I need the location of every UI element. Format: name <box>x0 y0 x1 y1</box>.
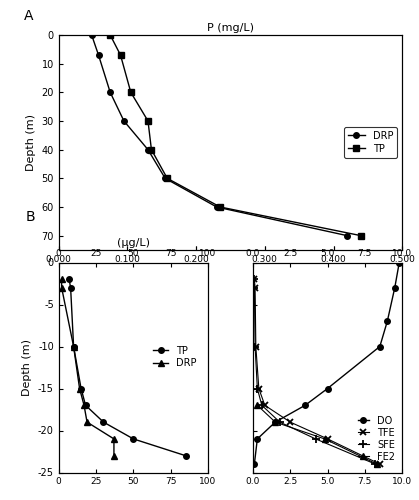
TFE <box>253 344 259 349</box>
TP <box>183 452 188 458</box>
TP <box>83 402 88 408</box>
Legend: TP, DRP: TP, DRP <box>150 342 200 372</box>
DRP <box>345 232 350 238</box>
TFE <box>253 284 258 290</box>
DO <box>252 461 257 467</box>
DRP <box>59 276 64 282</box>
DRP <box>163 176 168 182</box>
TP <box>128 90 133 96</box>
X-axis label: P (mg/L): P (mg/L) <box>207 23 254 33</box>
TFE <box>288 419 293 425</box>
Text: B: B <box>26 210 36 224</box>
TP <box>67 276 72 282</box>
FE2 <box>322 436 327 442</box>
Legend: DO, TFE, SFE, FE2: DO, TFE, SFE, FE2 <box>354 412 399 466</box>
DRP <box>85 419 90 425</box>
TFE <box>262 402 267 408</box>
DO <box>255 436 260 442</box>
TP <box>68 284 73 290</box>
Line: FE2: FE2 <box>255 402 380 467</box>
Line: TFE: TFE <box>251 276 383 468</box>
Text: A: A <box>24 9 34 23</box>
Legend: DRP, TP: DRP, TP <box>344 127 397 158</box>
TP <box>118 52 123 58</box>
Line: TP: TP <box>107 32 364 238</box>
X-axis label: (μg/L): (μg/L) <box>117 238 150 248</box>
DRP <box>96 52 101 58</box>
DRP <box>111 452 116 458</box>
FE2 <box>374 461 379 467</box>
Y-axis label: Depth (m): Depth (m) <box>22 339 32 396</box>
Line: DO: DO <box>251 260 402 467</box>
TP <box>71 344 76 349</box>
DRP <box>111 436 116 442</box>
DRP <box>59 284 64 290</box>
TFE <box>378 461 383 467</box>
SFE <box>259 402 264 408</box>
SFE <box>277 419 282 425</box>
DRP <box>82 402 87 408</box>
TFE <box>325 436 330 442</box>
Line: DRP: DRP <box>59 276 117 458</box>
Line: DRP: DRP <box>89 32 350 238</box>
DRP <box>122 118 127 124</box>
TP <box>145 118 150 124</box>
TP <box>78 386 83 392</box>
TP <box>101 419 106 425</box>
TFE <box>256 386 261 392</box>
DO <box>303 402 308 408</box>
DRP <box>77 386 82 392</box>
Line: SFE: SFE <box>249 275 380 468</box>
TP <box>108 32 113 38</box>
TP <box>217 204 222 210</box>
DO <box>378 344 383 349</box>
TP <box>71 344 76 349</box>
Y-axis label: Depth (m): Depth (m) <box>26 114 36 171</box>
DO <box>273 419 278 425</box>
SFE <box>253 344 258 349</box>
TP <box>131 436 136 442</box>
TFE <box>252 276 257 282</box>
TP <box>359 232 364 238</box>
FE2 <box>273 419 278 425</box>
DRP <box>145 146 150 152</box>
FE2 <box>255 402 260 408</box>
DO <box>392 284 397 290</box>
TP <box>149 146 154 152</box>
DRP <box>108 90 113 96</box>
Line: TP: TP <box>66 276 189 458</box>
DO <box>325 386 330 392</box>
SFE <box>313 436 318 442</box>
SFE <box>373 461 378 467</box>
DRP <box>89 32 94 38</box>
DRP <box>71 344 76 349</box>
DO <box>385 318 390 324</box>
DO <box>397 260 402 266</box>
TP <box>165 176 170 182</box>
SFE <box>255 386 260 392</box>
SFE <box>251 276 256 282</box>
SFE <box>252 284 257 290</box>
DRP <box>214 204 219 210</box>
